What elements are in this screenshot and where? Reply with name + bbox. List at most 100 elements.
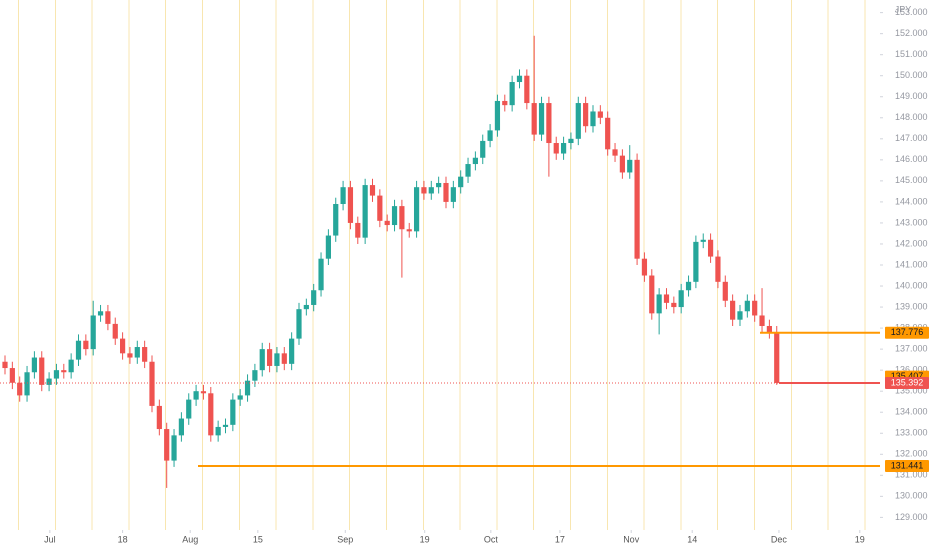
candle-body [215,426,221,436]
candle-body [340,187,346,205]
candle-body [9,368,15,383]
candle-body [663,294,670,303]
candle-body [759,315,765,326]
y-tick-label: 149.000 [895,91,928,101]
candle-body [649,275,655,314]
x-tick-label: 19 [855,534,865,544]
candle-body [509,82,515,106]
candle-body [531,103,537,135]
y-tick-label: 141.000 [895,259,928,269]
candle-body [274,353,280,366]
candle-body [303,304,309,310]
candle-body [568,138,574,144]
candle-body [730,300,736,320]
y-tick-label: 144.000 [895,196,928,206]
candle-body [700,239,706,242]
candle-body [399,206,405,230]
candle-body [715,256,721,282]
candle-body [244,380,251,396]
candle-body [296,309,302,339]
price-label: 135.392 [891,377,924,387]
candle-body [722,281,728,301]
candle-body [193,391,199,400]
candle-body [266,349,273,366]
x-tick-label: 14 [687,534,697,544]
candle-body [39,357,45,385]
y-tick-label: 140.000 [895,280,928,290]
y-tick-label: 146.000 [895,154,928,164]
candle-body [436,182,442,188]
candle-body [222,424,229,427]
y-tick-label: 133.000 [895,428,928,438]
candle-body [472,157,478,165]
candle-body [333,204,339,236]
candle-body [458,176,464,188]
candle-body [83,340,89,350]
y-tick-label: 129.000 [895,512,928,522]
candle-body [546,103,552,144]
candle-body [46,378,52,385]
candle-body [575,103,581,139]
y-tick-label: 137.000 [895,344,928,354]
y-tick-label: 139.000 [895,301,928,311]
candle-body [428,187,434,194]
x-tick-label: Sep [337,534,353,544]
candle-body [516,75,523,83]
price-label: 131.441 [891,460,924,470]
x-tick-label: 18 [118,534,128,544]
candle-body [208,393,214,436]
candle-body [24,372,30,396]
candle-body [53,370,60,379]
candle-body [377,195,383,221]
candle-body [627,159,633,173]
candle-body [252,370,258,381]
candle-body [421,187,427,194]
candle-body [156,405,162,430]
x-tick-label: Nov [623,534,640,544]
price-label-box [885,326,929,339]
price-label-box [885,460,929,473]
x-tick-label: Dec [771,534,788,544]
candle-body [311,290,317,305]
candle-body [553,143,559,154]
y-tick-label: 142.000 [895,238,928,248]
candle-body [605,117,611,150]
candle-body [325,235,331,259]
candle-body [281,353,287,364]
y-tick-label: 135.000 [895,386,928,396]
candle-body [178,418,184,436]
candle-body [347,187,354,223]
candle-body [590,111,596,127]
y-tick-label: 143.000 [895,217,928,227]
y-tick-label: 131.000 [895,470,928,480]
candle-body [583,103,589,127]
candle-body [443,182,449,202]
candle-body [369,185,376,196]
candle-body [31,357,37,373]
y-tick-label: 147.000 [895,133,928,143]
candle-body [744,300,750,312]
candle-body [171,435,177,461]
candle-body [318,258,324,291]
candle-body [384,220,390,226]
candle-body [774,332,780,383]
candle-body [2,361,8,369]
candle-body [678,290,684,308]
candle-body [149,361,155,406]
plot-background [0,0,880,530]
candle-body [494,100,501,131]
x-tick-label: 15 [253,534,263,544]
candle-body [707,239,714,257]
candle-body [97,311,104,316]
y-tick-label: 136.000 [895,365,928,375]
candle-body [355,222,361,238]
y-tick-label: 152.000 [895,28,928,38]
candle-body [391,206,398,226]
candle-body [450,187,456,202]
candle-body [259,349,265,371]
x-tick-label: 17 [555,534,565,544]
candle-body [656,294,662,314]
candle-body [619,155,625,173]
candle-body [737,311,743,320]
